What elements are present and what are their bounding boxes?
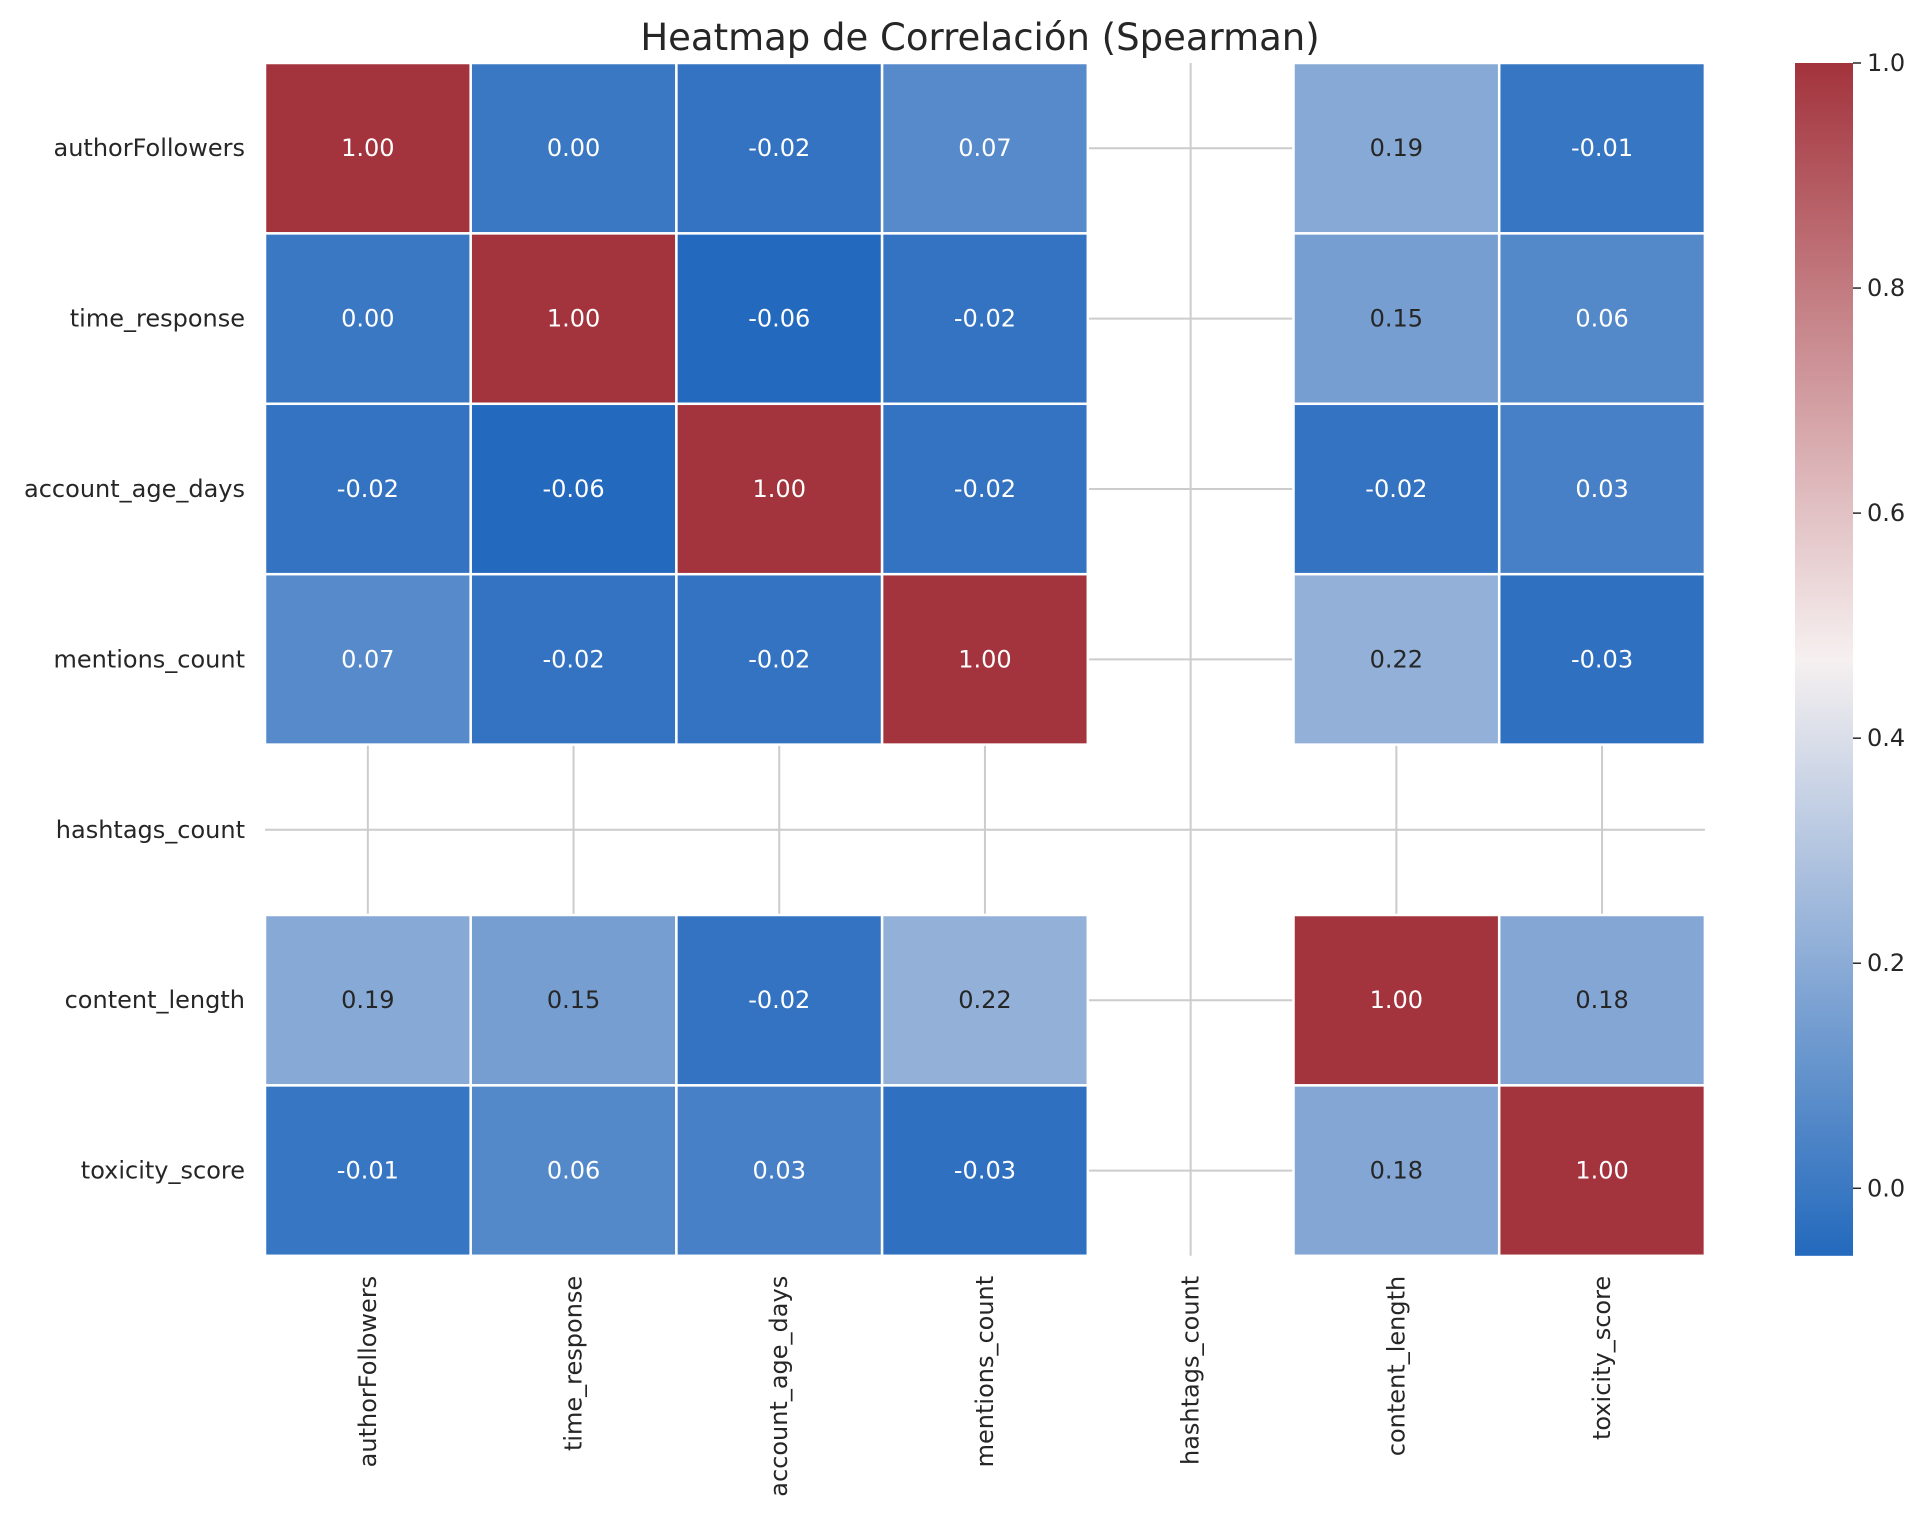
cell-value-label: 0.06 bbox=[547, 1157, 600, 1185]
heatmap-cell bbox=[880, 1084, 1090, 1258]
heatmap-cell bbox=[263, 572, 472, 746]
cell-value-labels: 1.00 0.00 -0.02 0.07 0.19 -0.01 0.00 1.00 -0.06 -… bbox=[337, 134, 1633, 1184]
heatmap-cell bbox=[675, 232, 884, 406]
row-tick-label: content_length bbox=[65, 986, 245, 1014]
column-tick-label: authorFollowers bbox=[354, 1276, 382, 1468]
row-tick-labels: authorFollowers time_response account_age_… bbox=[24, 134, 245, 1184]
heatmap-cell bbox=[675, 1084, 884, 1258]
column-tick-label: account_age_days bbox=[765, 1276, 793, 1497]
row-tick-label: time_response bbox=[70, 305, 245, 333]
cell-value-label: -0.02 bbox=[748, 986, 810, 1014]
colorbar-tick-label: 0.6 bbox=[1867, 499, 1905, 527]
heatmap-cell bbox=[880, 402, 1090, 576]
heatmap-cell bbox=[880, 61, 1090, 235]
heatmap-cell bbox=[1292, 1084, 1501, 1258]
cell-value-label: 0.22 bbox=[958, 986, 1011, 1014]
heatmap-cell bbox=[675, 61, 884, 235]
cell-value-label: -0.06 bbox=[542, 475, 604, 503]
heatmap-cells bbox=[263, 61, 1707, 1258]
cell-value-label: 1.00 bbox=[1575, 1157, 1628, 1185]
heatmap-cell bbox=[263, 1084, 472, 1258]
heatmap-cell bbox=[263, 232, 472, 406]
heatmap-cell bbox=[1497, 61, 1707, 235]
colorbar-gradient bbox=[1795, 63, 1853, 1256]
column-tick-label: content_length bbox=[1382, 1276, 1410, 1456]
cell-value-label: -0.02 bbox=[748, 134, 810, 162]
heatmap-cell bbox=[1292, 61, 1501, 235]
cell-value-label: -0.02 bbox=[748, 645, 810, 673]
heatmap-cell bbox=[469, 1084, 678, 1258]
heatmap-cell bbox=[1292, 232, 1501, 406]
heatmap-cell bbox=[1497, 232, 1707, 406]
cell-value-label: 0.06 bbox=[1575, 305, 1628, 333]
cell-value-label: -0.02 bbox=[337, 475, 399, 503]
cell-value-label: 1.00 bbox=[958, 645, 1011, 673]
cell-value-label: 0.19 bbox=[341, 986, 394, 1014]
cell-value-label: 1.00 bbox=[547, 305, 600, 333]
cell-value-label: -0.01 bbox=[337, 1157, 399, 1185]
row-tick-label: authorFollowers bbox=[53, 134, 245, 162]
cell-value-label: -0.02 bbox=[954, 305, 1016, 333]
heatmap-cell bbox=[675, 572, 884, 746]
cell-value-label: -0.02 bbox=[1365, 475, 1427, 503]
cell-value-label: 0.22 bbox=[1370, 645, 1423, 673]
colorbar-tick-label: 0.8 bbox=[1867, 274, 1905, 302]
cell-value-label: -0.06 bbox=[748, 305, 810, 333]
cell-value-label: -0.01 bbox=[1571, 134, 1633, 162]
heatmap-cell bbox=[880, 572, 1090, 746]
cell-value-label: 0.00 bbox=[547, 134, 600, 162]
cell-value-label: 0.00 bbox=[341, 305, 394, 333]
cell-value-label: 0.03 bbox=[1575, 475, 1628, 503]
row-tick-label: account_age_days bbox=[24, 475, 245, 503]
row-tick-label: mentions_count bbox=[53, 645, 245, 673]
cell-value-label: 0.15 bbox=[1370, 305, 1423, 333]
heatmap-cell bbox=[880, 913, 1090, 1087]
cell-value-label: 0.07 bbox=[341, 645, 394, 673]
column-tick-label: toxicity_score bbox=[1588, 1276, 1616, 1440]
cell-value-label: 0.18 bbox=[1575, 986, 1628, 1014]
chart-title: Heatmap de Correlación (Spearman) bbox=[640, 16, 1319, 59]
colorbar-tick-label: 0.2 bbox=[1867, 949, 1905, 977]
cell-value-label: -0.02 bbox=[542, 645, 604, 673]
heatmap-cell bbox=[675, 402, 884, 576]
column-tick-label: hashtags_count bbox=[1177, 1276, 1205, 1465]
cell-value-label: 0.07 bbox=[958, 134, 1011, 162]
heatmap-cell bbox=[880, 232, 1090, 406]
column-tick-label: mentions_count bbox=[971, 1276, 999, 1468]
heatmap-cell bbox=[675, 913, 884, 1087]
heatmap-cell bbox=[1292, 572, 1501, 746]
heatmap-cell bbox=[1497, 913, 1707, 1087]
colorbar-tick-label: 0.4 bbox=[1867, 724, 1905, 752]
cell-value-label: 1.00 bbox=[753, 475, 806, 503]
heatmap-cell bbox=[469, 913, 678, 1087]
heatmap-cell bbox=[263, 913, 472, 1087]
heatmap-cell bbox=[1292, 913, 1501, 1087]
column-tick-label: time_response bbox=[560, 1276, 588, 1451]
cell-value-label: -0.03 bbox=[1571, 645, 1633, 673]
column-tick-labels: authorFollowers time_response account_age_… bbox=[354, 1276, 1616, 1497]
heatmap-cell bbox=[469, 232, 678, 406]
cell-value-label: -0.03 bbox=[954, 1157, 1016, 1185]
colorbar: 0.0 0.2 0.4 0.6 0.8 1.0 bbox=[1795, 49, 1905, 1256]
heatmap-cell bbox=[1497, 1084, 1707, 1258]
row-tick-label: toxicity_score bbox=[81, 1157, 245, 1185]
colorbar-tick-label: 1.0 bbox=[1867, 49, 1905, 77]
cell-value-label: -0.02 bbox=[954, 475, 1016, 503]
cell-value-label: 0.19 bbox=[1370, 134, 1423, 162]
heatmap-cell bbox=[1497, 572, 1707, 746]
colorbar-tick-label: 0.0 bbox=[1867, 1174, 1905, 1202]
heatmap-cell bbox=[469, 572, 678, 746]
row-tick-label: hashtags_count bbox=[56, 816, 245, 844]
cell-value-label: 0.03 bbox=[753, 1157, 806, 1185]
cell-value-label: 1.00 bbox=[1370, 986, 1423, 1014]
cell-value-label: 0.15 bbox=[547, 986, 600, 1014]
cell-value-label: 1.00 bbox=[341, 134, 394, 162]
cell-value-label: 0.18 bbox=[1370, 1157, 1423, 1185]
